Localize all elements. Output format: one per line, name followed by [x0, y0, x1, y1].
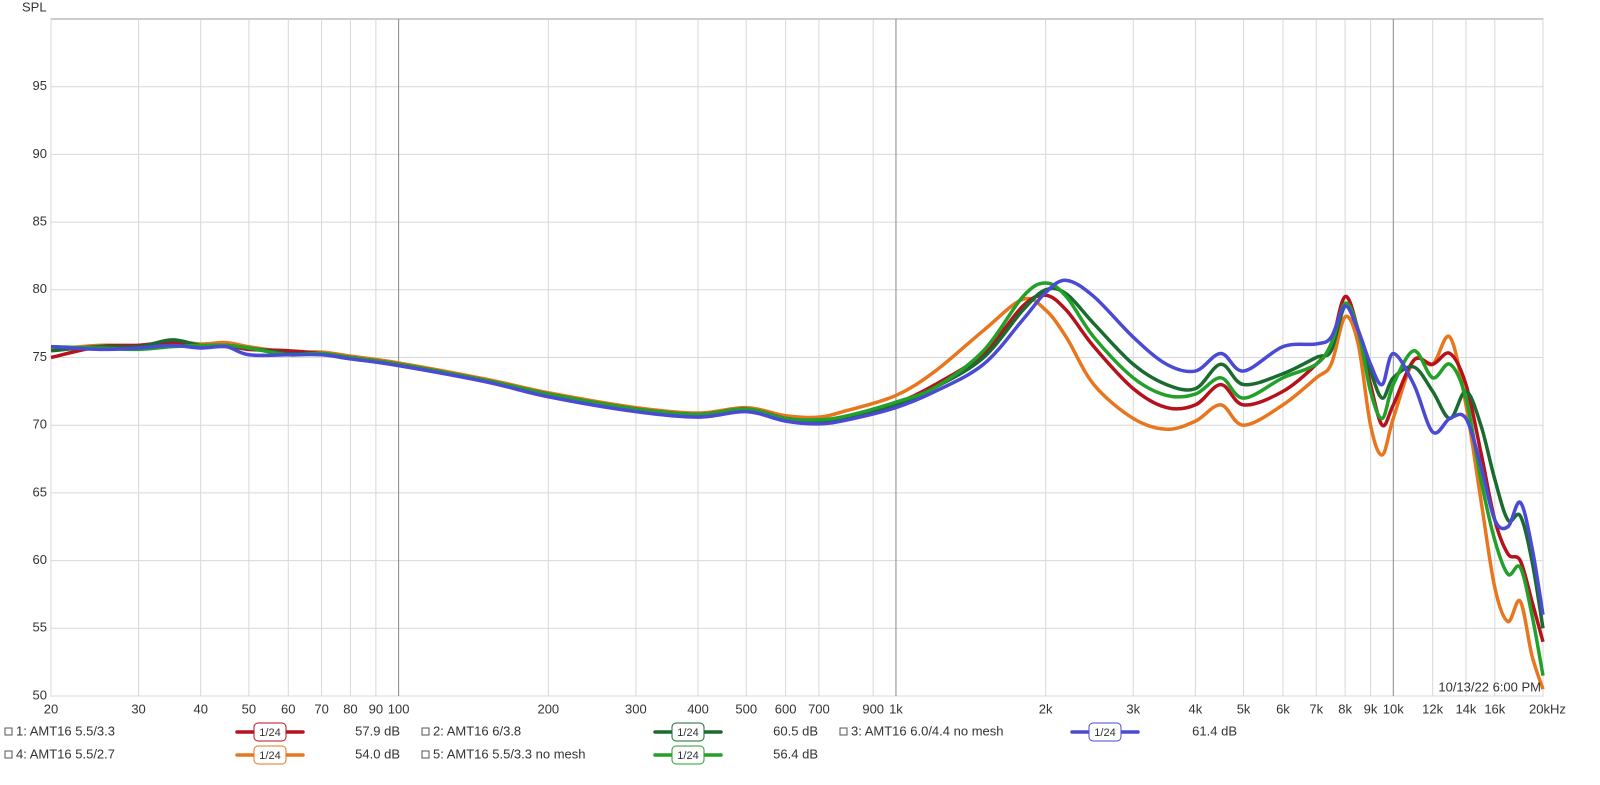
x-tick-label: 20 — [44, 701, 58, 716]
x-tick-label: 70 — [314, 701, 328, 716]
legend-checkbox — [4, 750, 13, 759]
smoothing-box — [253, 745, 287, 765]
legend-label: 3: AMT16 6.0/4.4 no mesh — [851, 723, 1003, 738]
x-tick-label: 900 — [862, 701, 884, 716]
x-tick-label: 7k — [1309, 701, 1323, 716]
y-tick-label: 85 — [33, 214, 47, 229]
y-axis-label: SPL — [22, 0, 47, 14]
y-tick-label: 90 — [33, 146, 47, 161]
smoothing-box — [1088, 722, 1122, 742]
x-tick-label: 600 — [775, 701, 797, 716]
y-tick-label: 55 — [33, 620, 47, 635]
legend-level: 56.4 dB — [773, 746, 818, 761]
x-tick-label: 40 — [193, 701, 207, 716]
legend-level: 57.9 dB — [355, 723, 400, 738]
smoothing-label: 1/24 — [677, 750, 698, 762]
x-tick-label: 300 — [625, 701, 647, 716]
x-tick-label: 14k — [1455, 701, 1476, 716]
legend-level: 61.4 dB — [1192, 723, 1237, 738]
x-tick-label: 8k — [1338, 701, 1352, 716]
smoothing-label: 1/24 — [259, 750, 280, 762]
x-tick-label: 1k — [889, 701, 903, 716]
x-tick-label: 60 — [281, 701, 295, 716]
legend-level: 60.5 dB — [773, 723, 818, 738]
smoothing-label: 1/24 — [1094, 727, 1115, 739]
x-tick-label: 2k — [1039, 701, 1053, 716]
x-tick-label: 5k — [1237, 701, 1251, 716]
x-tick-label: 9k — [1364, 701, 1378, 716]
x-tick-label: 400 — [687, 701, 709, 716]
x-tick-label: 30 — [131, 701, 145, 716]
x-tick-label: 3k — [1126, 701, 1140, 716]
x-tick-label: 500 — [735, 701, 757, 716]
smoothing-box — [253, 722, 287, 742]
x-tick-label: 90 — [369, 701, 383, 716]
series-line — [50, 278, 1545, 616]
x-tick-label: 100 — [388, 701, 410, 716]
x-tick-label: 12k — [1422, 701, 1443, 716]
legend-checkbox — [421, 750, 430, 759]
y-tick-label: 65 — [33, 484, 47, 499]
y-tick-label: 60 — [33, 552, 47, 567]
legend-label: 5: AMT16 5.5/3.3 no mesh — [433, 746, 585, 761]
legend-label: 4: AMT16 5.5/2.7 — [16, 746, 115, 761]
smoothing-box — [671, 722, 705, 742]
smoothing-label: 1/24 — [677, 727, 698, 739]
smoothing-box — [671, 745, 705, 765]
y-tick-label: 70 — [33, 417, 47, 432]
x-tick-label: 200 — [537, 701, 559, 716]
x-tick-label: 50 — [242, 701, 256, 716]
x-tick-label: 80 — [343, 701, 357, 716]
x-tick-label: 20kHz — [1529, 701, 1566, 716]
x-tick-label: 6k — [1276, 701, 1290, 716]
x-tick-label: 10k — [1383, 701, 1404, 716]
legend-label: 1: AMT16 5.5/3.3 — [16, 723, 115, 738]
legend-label: 2: AMT16 6/3.8 — [433, 723, 521, 738]
y-tick-label: 75 — [33, 349, 47, 364]
y-tick-label: 95 — [33, 78, 47, 93]
legend-checkbox — [839, 727, 848, 736]
y-tick-label: 50 — [33, 687, 47, 702]
legend-level: 54.0 dB — [355, 746, 400, 761]
legend-checkbox — [421, 727, 430, 736]
legend-checkbox — [4, 727, 13, 736]
smoothing-label: 1/24 — [259, 727, 280, 739]
timestamp: 10/13/22 6:00 PM — [1438, 679, 1541, 694]
x-tick-label: 16k — [1484, 701, 1505, 716]
x-tick-label: 700 — [808, 701, 830, 716]
y-tick-label: 80 — [33, 281, 47, 296]
legend: 1: AMT16 5.5/3.3 1/24 57.9 dB 2: AMT16 6/3.… — [4, 722, 1237, 765]
x-tick-label: 4k — [1189, 701, 1203, 716]
